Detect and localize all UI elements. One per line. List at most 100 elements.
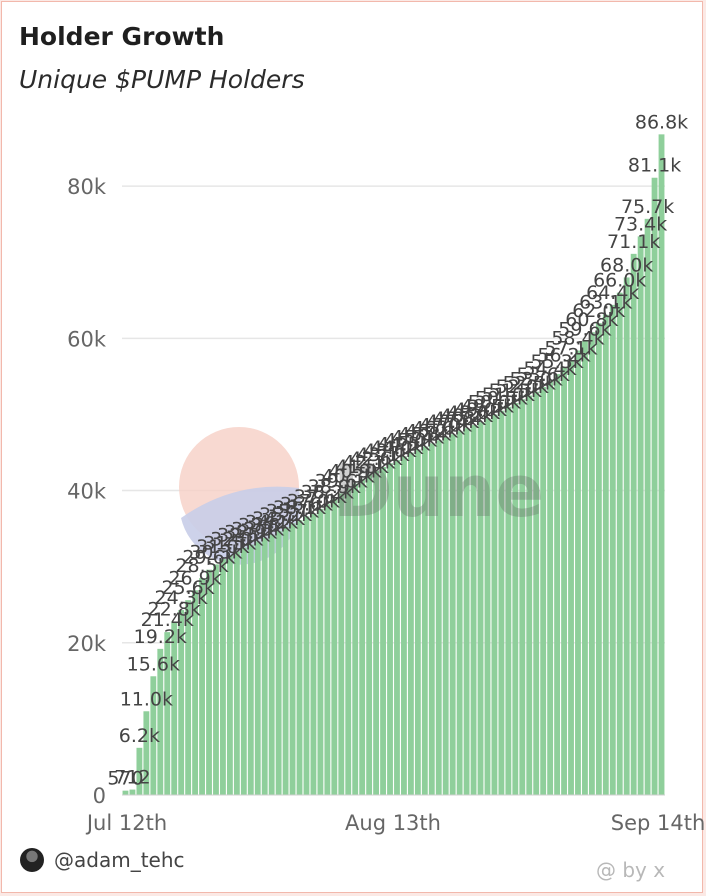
data-label: 32.5k: [217, 525, 270, 547]
data-label: 58.4k: [551, 328, 604, 350]
y-tick-label: 60k: [67, 327, 107, 351]
bar: [435, 440, 442, 795]
data-label: 40.9k: [329, 461, 382, 483]
bar: [623, 277, 630, 795]
data-label: 37.0k: [287, 490, 340, 512]
data-label: 45.4k: [391, 426, 444, 448]
watermark-text: Dune: [333, 449, 544, 533]
bar: [498, 410, 505, 795]
data-label: 71.1k: [607, 231, 660, 253]
data-label: 43.1k: [356, 444, 409, 466]
bar: [616, 292, 623, 795]
data-label: 53.6k: [517, 364, 570, 386]
bar: [456, 431, 463, 795]
data-label: 712: [114, 767, 150, 789]
bar: [366, 474, 373, 795]
data-label: 57.1k: [544, 337, 597, 359]
data-label: 55.3k: [530, 351, 583, 373]
data-label: 52.0k: [496, 376, 549, 398]
data-label: 31.0k: [196, 536, 249, 558]
data-label: 66.0k: [593, 270, 646, 292]
bar: [428, 443, 435, 795]
bar: [185, 600, 192, 795]
data-label: 24.3k: [155, 587, 208, 609]
data-label: 43.6k: [363, 440, 416, 462]
bar: [644, 218, 651, 796]
bar: [275, 530, 282, 795]
bar: [220, 559, 226, 795]
bar: [394, 460, 400, 795]
data-label: 39.6k: [315, 471, 368, 493]
bar: [533, 391, 540, 795]
data-label: 81.1k: [628, 155, 681, 177]
data-label: 50.0k: [468, 391, 521, 413]
data-label: 56.2k: [537, 344, 590, 366]
author-footer[interactable]: @adam_tehc: [20, 846, 185, 874]
credit-text: @ by x: [596, 858, 666, 882]
avatar[interactable]: [20, 848, 44, 872]
bar: [324, 504, 331, 795]
bar: [512, 403, 519, 795]
data-label: 52.5k: [503, 372, 556, 394]
bar: [658, 134, 665, 795]
data-label: 51.5k: [489, 380, 542, 402]
data-label: 44.5k: [377, 433, 430, 455]
data-label: 50.5k: [475, 388, 528, 410]
y-tick-label: 20k: [67, 632, 107, 656]
data-label: 25.6k: [161, 577, 214, 599]
bar: [317, 508, 324, 795]
bar: [561, 367, 567, 795]
bar: [289, 523, 296, 795]
data-label: 48.2k: [440, 405, 493, 427]
bar: [442, 437, 449, 795]
bar: [136, 747, 143, 795]
data-label: 35.2k: [259, 504, 312, 526]
bar: [303, 516, 310, 795]
data-label: 41.5k: [336, 456, 389, 478]
y-tick-label: 0: [93, 784, 106, 808]
data-label: 44.0k: [370, 437, 423, 459]
data-label: 45.8k: [398, 423, 451, 445]
bar: [157, 648, 164, 795]
bar: [345, 488, 352, 795]
data-label: 48.6k: [447, 402, 500, 424]
bar: [463, 428, 470, 795]
bar: [505, 406, 512, 795]
data-label: 68.0k: [600, 254, 653, 276]
bar: [414, 449, 421, 795]
x-tick-label: Sep 14th: [611, 811, 706, 835]
data-label: 6.2k: [119, 725, 160, 747]
bar: [526, 395, 533, 795]
data-label: 15.6k: [127, 653, 180, 675]
data-label: 31.5k: [203, 532, 256, 554]
bar: [192, 590, 199, 795]
data-label: 32.0k: [210, 528, 263, 550]
data-label: 28.5k: [175, 555, 228, 577]
bar: [129, 789, 136, 795]
data-label: 26.9k: [168, 567, 221, 589]
author-handle[interactable]: @adam_tehc: [54, 848, 185, 872]
bar: [547, 380, 554, 795]
bar: [421, 446, 428, 795]
bar: [261, 537, 268, 795]
bar: [143, 711, 150, 795]
data-label: 59.6k: [558, 318, 611, 340]
data-label: 53.0k: [510, 369, 563, 391]
bar: [338, 493, 345, 795]
bar: [331, 498, 338, 795]
bar: [310, 513, 317, 795]
data-label: 29.6k: [182, 547, 235, 569]
data-label: 42.6k: [349, 448, 402, 470]
bar: [588, 332, 595, 795]
bar: [171, 621, 178, 795]
bar: [651, 177, 658, 795]
bar: [240, 547, 247, 795]
bar: [226, 555, 233, 795]
data-label: 86.8k: [635, 111, 688, 133]
bar: [282, 527, 289, 795]
data-label: 33.8k: [238, 515, 291, 537]
data-label: 32.9k: [224, 522, 277, 544]
data-label: 35.7k: [266, 500, 319, 522]
bar: [254, 541, 261, 795]
